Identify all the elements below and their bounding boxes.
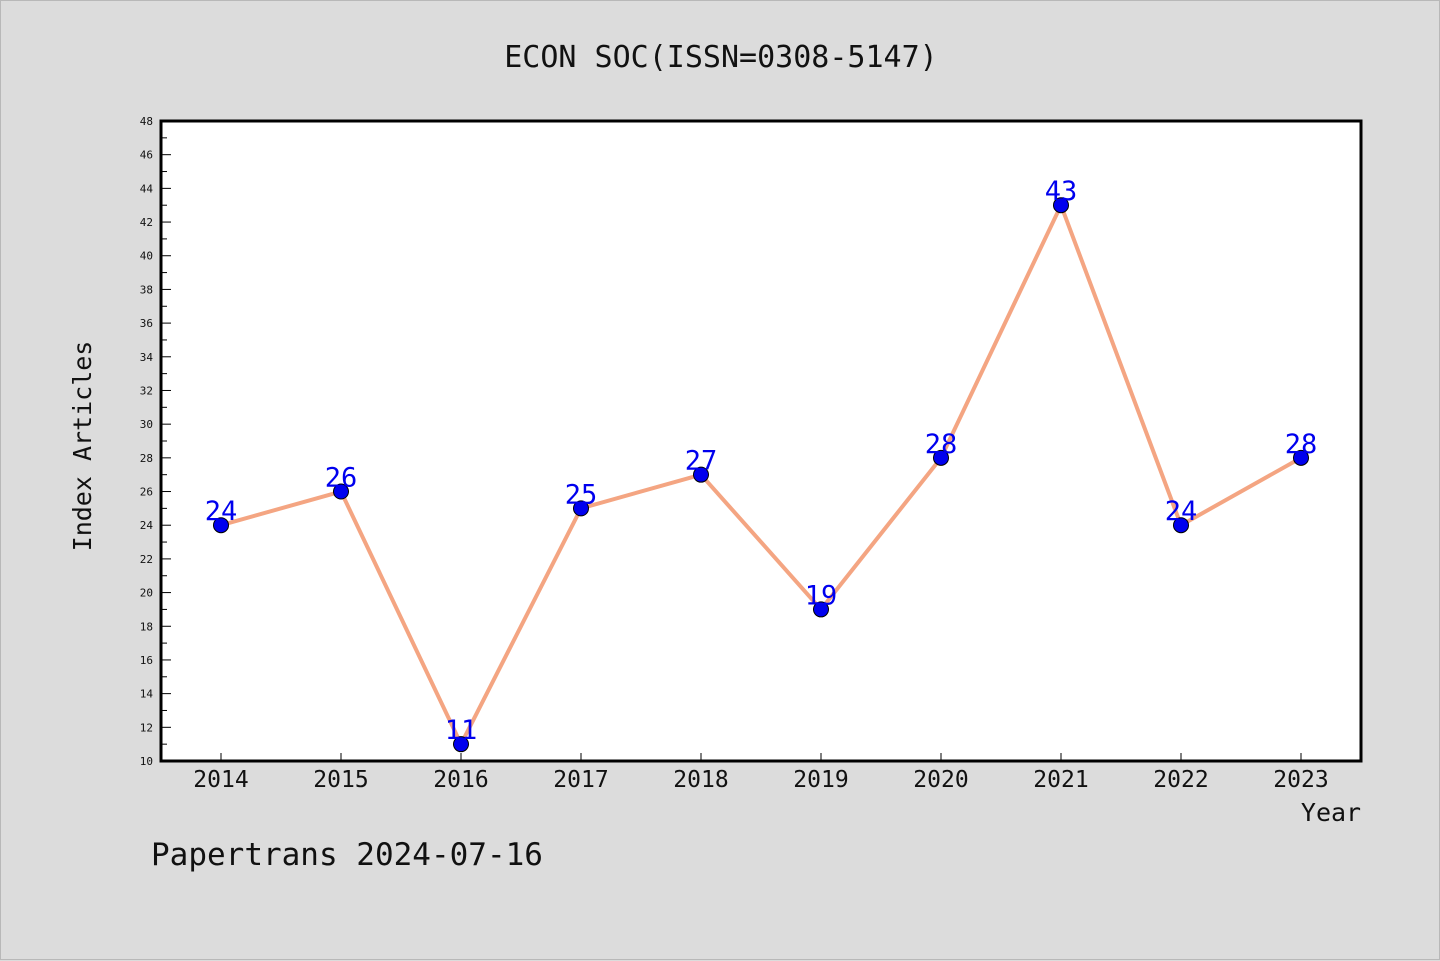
x-tick-label: 2014 [193,767,248,793]
y-tick-label: 12 [140,721,153,734]
y-tick-label: 32 [140,384,153,397]
data-label: 24 [205,496,238,527]
data-label: 26 [325,463,358,494]
series-layer: 24 26 11 25 27 19 28 43 24 28 [205,176,1318,753]
data-point [693,466,709,483]
data-point [813,601,829,618]
y-tick-label: 16 [140,654,153,667]
y-tick-label: 48 [140,115,153,128]
x-tick-label: 2020 [913,767,968,793]
data-point [453,736,469,753]
x-tick-label: 2015 [313,767,368,793]
y-tick-label: 38 [140,283,153,296]
y-tick-label: 40 [140,250,153,263]
data-point [933,449,949,466]
y-tick-label: 30 [140,418,153,431]
data-point [573,500,589,517]
x-tick-label: 2023 [1273,767,1328,793]
data-label: 27 [685,446,718,477]
y-tick-label: 20 [140,587,153,600]
y-tick-label: 22 [140,553,153,566]
data-label: 24 [1165,496,1198,527]
series-line [220,203,1302,747]
x-tick-label: 2019 [793,767,848,793]
x-tick-label: 2018 [673,767,728,793]
y-tick-label: 14 [140,688,154,701]
data-point [333,483,349,500]
y-tick-label: 44 [140,182,154,195]
y-axis: 10 12 14 16 18 20 22 24 26 28 30 32 34 36 38 40 42 44 46 48 [140,115,171,768]
plot-frame [159,119,1363,763]
y-axis-title: Index Articles [68,341,97,552]
data-point [1053,197,1069,214]
x-axis: 2014 2015 2016 2017 2018 2019 2020 2021 2022 2023 [193,753,1329,793]
y-tick-label: 34 [140,351,154,364]
x-tick-label: 2017 [553,767,608,793]
y-tick-label: 36 [140,317,153,330]
y-tick-label: 26 [140,486,153,499]
y-tick-label: 18 [140,620,153,633]
x-tick-label: 2016 [433,767,488,793]
plot-area [161,121,1361,761]
data-label: 19 [805,580,838,611]
x-tick-label: 2021 [1033,767,1088,793]
chart-title: ECON SOC(ISSN=0308-5147) [504,40,937,75]
y-tick-label: 24 [140,519,154,532]
y-tick-label: 10 [140,755,153,768]
x-tick-label: 2022 [1153,767,1208,793]
data-point [213,517,229,534]
x-axis-title: Year [1301,798,1361,827]
data-label: 28 [925,429,958,460]
y-tick-label: 42 [140,216,153,229]
y-tick-label: 28 [140,452,153,465]
data-label: 25 [565,479,598,510]
data-label: 43 [1045,176,1078,207]
data-label: 28 [1285,429,1318,460]
data-point [1173,517,1189,534]
data-label: 11 [445,715,478,746]
footer-watermark: Papertrans 2024-07-16 [151,837,543,873]
data-point [1293,449,1309,466]
y-tick-label: 46 [140,149,153,162]
